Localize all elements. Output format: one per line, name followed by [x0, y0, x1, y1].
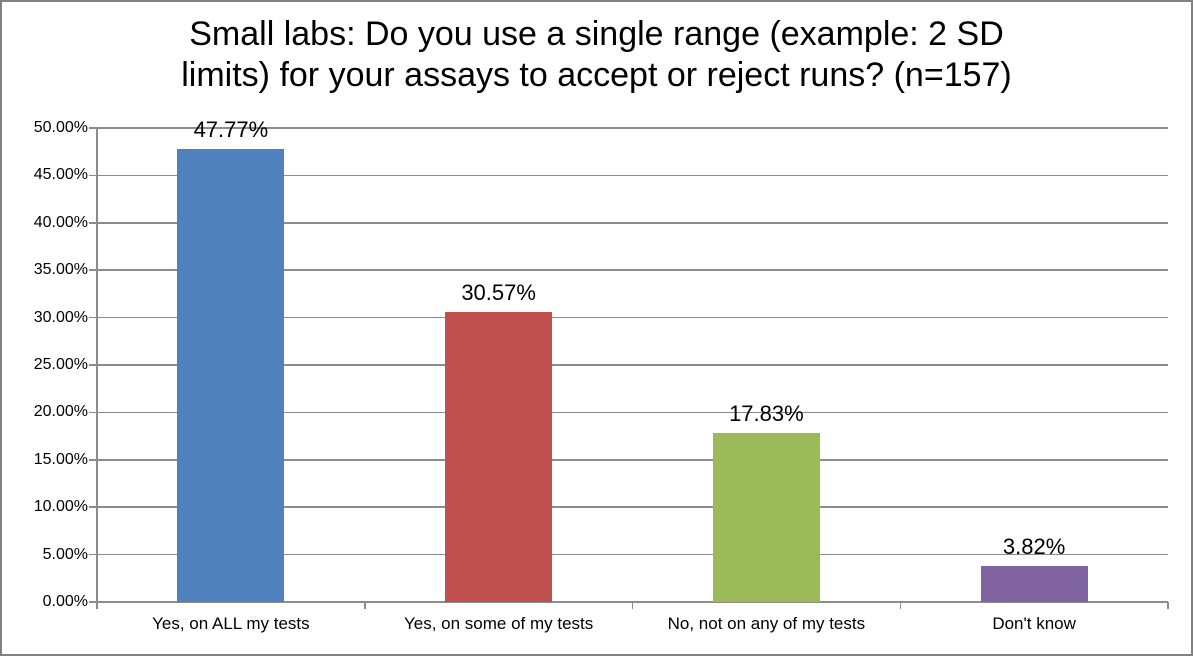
x-axis-tick-mark — [96, 602, 98, 609]
bar-value-label: 17.83% — [729, 400, 804, 426]
bar-4 — [980, 565, 1088, 602]
y-axis-tick-mark — [89, 459, 97, 461]
gridline — [97, 269, 1168, 271]
y-axis-tick-mark — [89, 601, 97, 603]
y-axis-tick-mark — [89, 506, 97, 508]
y-axis-tick-label: 25.00% — [33, 356, 88, 373]
x-axis-category-label: No, not on any of my tests — [667, 614, 866, 633]
y-axis-tick-label: 20.00% — [33, 403, 88, 421]
gridline — [97, 174, 1168, 177]
plot-area — [97, 127, 1168, 603]
gridline — [97, 127, 1168, 129]
bar-value-label: 30.57% — [461, 280, 536, 306]
gridline — [97, 506, 1168, 508]
bar-value-label: 47.77% — [193, 117, 269, 143]
x-axis-category-label: Yes, on ALL my tests — [152, 614, 310, 633]
y-axis-tick-label: 15.00% — [33, 450, 88, 468]
y-axis-tick-label: 30.00% — [33, 308, 88, 326]
bar-1 — [177, 149, 285, 602]
y-axis-tick-mark — [89, 269, 97, 271]
gridline — [97, 222, 1168, 224]
y-axis-tick-mark — [89, 316, 97, 319]
y-axis-tick-label: 45.00% — [33, 166, 88, 184]
gridline — [97, 411, 1168, 414]
y-axis-tick-label: 50.00% — [33, 119, 88, 136]
y-axis-tick-mark — [89, 411, 97, 414]
bar-value-label: 3.82% — [1002, 533, 1066, 559]
bar-3 — [712, 432, 820, 602]
y-axis-tick-label: 10.00% — [33, 498, 88, 516]
y-axis-tick-mark — [89, 222, 97, 224]
y-axis-tick-mark — [89, 127, 97, 129]
y-axis-tick-label: 0.00% — [42, 593, 88, 610]
x-axis-tick-mark — [899, 602, 901, 609]
x-axis-category-label: Don't know — [992, 614, 1076, 633]
y-axis-tick-mark — [89, 553, 97, 556]
chart-title: Small labs: Do you use a single range (e… — [181, 15, 1012, 95]
y-axis-tick-label: 35.00% — [33, 261, 88, 279]
y-axis-tick-label: 40.00% — [33, 213, 88, 231]
y-axis-line — [96, 128, 98, 602]
gridline — [97, 364, 1168, 366]
gridline — [97, 459, 1168, 461]
x-axis-tick-mark — [631, 602, 634, 609]
gridline — [97, 553, 1168, 556]
gridline — [97, 316, 1168, 319]
x-axis-tick-mark — [1167, 602, 1169, 609]
x-axis-category-label: Yes, on some of my tests — [403, 614, 594, 633]
x-axis-tick-mark — [364, 602, 366, 609]
y-axis-tick-mark — [89, 174, 97, 177]
y-axis-tick-label: 5.00% — [42, 545, 88, 563]
y-axis-tick-mark — [89, 364, 97, 366]
bar-2 — [445, 312, 553, 602]
